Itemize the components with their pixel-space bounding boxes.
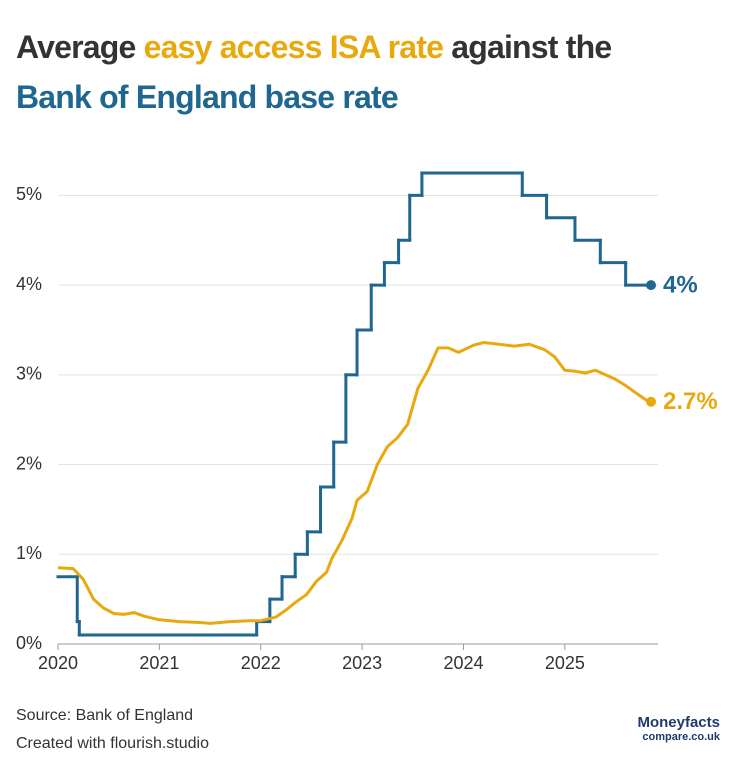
title-part: Bank of England base rate	[16, 79, 399, 115]
y-tick-label: 0%	[16, 633, 42, 653]
y-tick-label: 5%	[16, 184, 42, 204]
end-marker	[646, 396, 656, 407]
title-part: against the	[443, 29, 612, 65]
title-part: easy access ISA rate	[143, 29, 444, 65]
x-tick-label: 2022	[241, 653, 281, 673]
x-tick-label: 2024	[443, 653, 483, 673]
source: Source: Bank of England	[16, 707, 194, 724]
title-line: Bank of England base rate	[16, 72, 611, 122]
series-line	[57, 341, 652, 625]
chart: 0% 1% 2% 3% 4% 5% 2020 2021 2022 2023 2024 2025 4% 2.…	[16, 171, 718, 673]
logo: Moneyfacts compare.co.uk	[637, 714, 720, 744]
end-marker	[646, 280, 656, 291]
y-tick-label: 1%	[16, 543, 42, 563]
credit: Created with flourish.studio	[16, 735, 209, 752]
logo-domain: compare.co.uk	[642, 731, 720, 743]
title-part: Average	[16, 29, 144, 65]
chart-title: Average easy access ISA rate against the…	[16, 22, 612, 122]
x-tick-label: 2025	[545, 653, 585, 673]
x-tick-label: 2021	[139, 653, 179, 673]
y-tick-label: 3%	[16, 364, 42, 384]
end-label: 2.7%	[663, 388, 718, 415]
x-tick-label: 2020	[38, 653, 78, 673]
x-tick-label: 2023	[342, 653, 382, 673]
y-tick-label: 2%	[16, 453, 42, 473]
title-line: Average easy access ISA rate against the	[16, 22, 612, 72]
logo-name: Moneyfacts	[637, 714, 720, 731]
y-tick-label: 4%	[16, 274, 42, 294]
end-label: 4%	[663, 271, 698, 298]
